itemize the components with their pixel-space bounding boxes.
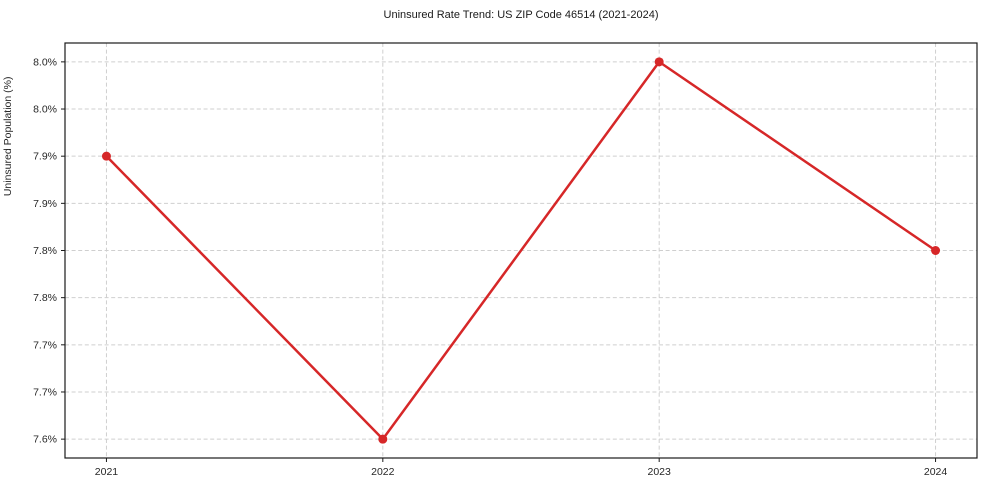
y-tick-label: 7.8% bbox=[33, 245, 57, 257]
data-point-2022 bbox=[378, 434, 388, 444]
x-tick-label: 2021 bbox=[95, 466, 119, 478]
y-tick-label: 7.6% bbox=[33, 434, 57, 446]
data-point-2024 bbox=[931, 246, 941, 255]
y-tick-label: 7.9% bbox=[33, 151, 57, 163]
y-tick-label: 7.8% bbox=[33, 292, 57, 304]
y-tick-label: 7.9% bbox=[33, 198, 57, 210]
chart-title: Uninsured Rate Trend: US ZIP Code 46514 … bbox=[383, 9, 659, 21]
y-tick-label: 7.7% bbox=[33, 339, 57, 351]
y-tick-label: 7.7% bbox=[33, 386, 57, 398]
trend-line bbox=[105, 60, 937, 441]
x-tick-label: 2022 bbox=[371, 466, 395, 478]
y-tick-label: 8.0% bbox=[33, 104, 57, 116]
data-point-2023 bbox=[654, 57, 664, 67]
x-tick-label: 2024 bbox=[924, 466, 948, 478]
x-tick-label: 2023 bbox=[648, 466, 672, 478]
y-tick-label: 8.0% bbox=[33, 56, 57, 68]
data-point-2021 bbox=[101, 151, 111, 161]
